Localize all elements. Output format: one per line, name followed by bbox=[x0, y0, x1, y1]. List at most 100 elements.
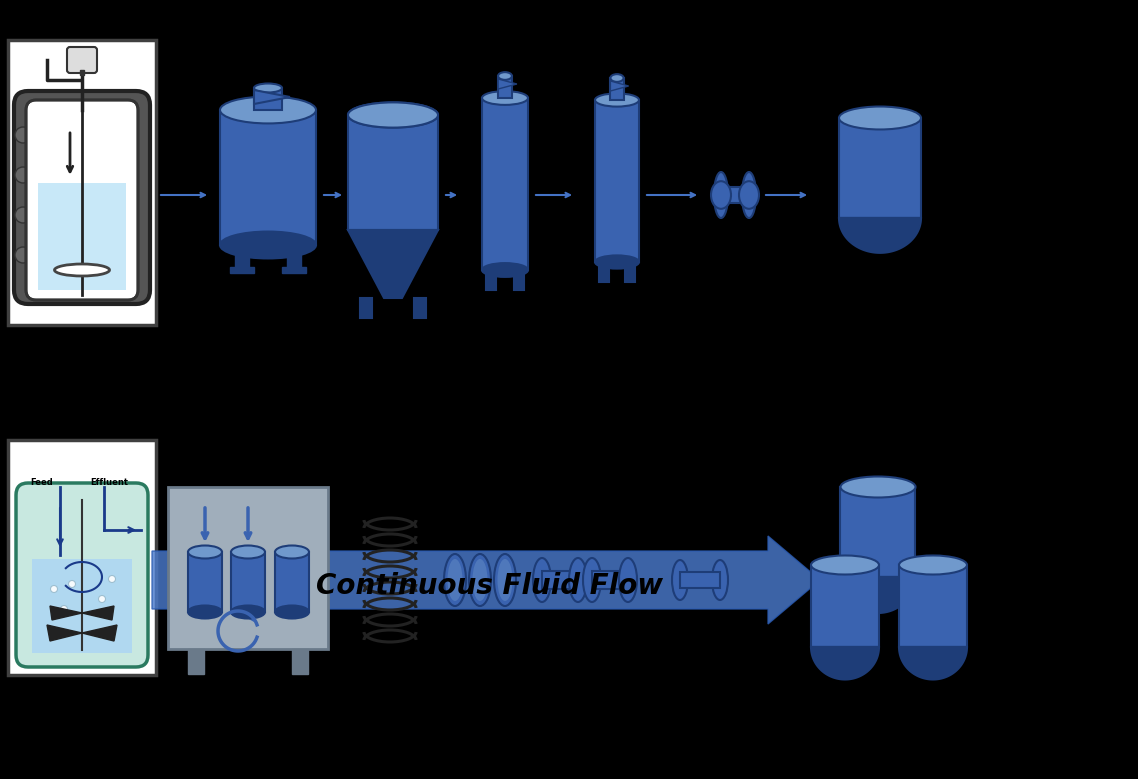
FancyBboxPatch shape bbox=[14, 91, 150, 304]
Ellipse shape bbox=[595, 93, 640, 107]
Ellipse shape bbox=[348, 102, 438, 128]
Bar bbox=[681, 572, 720, 588]
Polygon shape bbox=[839, 218, 921, 253]
Ellipse shape bbox=[610, 74, 624, 82]
Ellipse shape bbox=[498, 72, 512, 80]
Bar bbox=[8, 40, 156, 325]
Polygon shape bbox=[841, 577, 915, 613]
Bar bbox=[360, 298, 372, 318]
Ellipse shape bbox=[275, 605, 310, 619]
Ellipse shape bbox=[55, 264, 109, 276]
Polygon shape bbox=[82, 625, 117, 641]
Bar bbox=[721, 187, 749, 203]
Bar bbox=[841, 487, 915, 577]
Ellipse shape bbox=[811, 555, 879, 575]
Circle shape bbox=[99, 595, 106, 602]
Ellipse shape bbox=[254, 83, 282, 93]
Ellipse shape bbox=[711, 182, 731, 209]
Polygon shape bbox=[899, 647, 967, 679]
Bar bbox=[188, 552, 222, 612]
Bar bbox=[483, 98, 528, 270]
Ellipse shape bbox=[497, 559, 512, 601]
Ellipse shape bbox=[188, 605, 222, 619]
Bar bbox=[188, 649, 204, 674]
Bar bbox=[592, 571, 628, 589]
Ellipse shape bbox=[839, 107, 921, 129]
Ellipse shape bbox=[472, 559, 487, 601]
Ellipse shape bbox=[275, 545, 310, 559]
Circle shape bbox=[60, 605, 67, 612]
FancyBboxPatch shape bbox=[26, 100, 138, 300]
Circle shape bbox=[108, 576, 115, 583]
Polygon shape bbox=[498, 79, 517, 89]
Ellipse shape bbox=[447, 559, 462, 601]
Circle shape bbox=[68, 580, 75, 587]
Polygon shape bbox=[811, 647, 879, 679]
Bar bbox=[254, 88, 282, 110]
Text: Continuous Fluid Flow: Continuous Fluid Flow bbox=[316, 572, 663, 600]
Circle shape bbox=[15, 207, 31, 223]
Ellipse shape bbox=[220, 231, 316, 259]
Bar bbox=[542, 571, 578, 589]
Polygon shape bbox=[47, 625, 82, 641]
Ellipse shape bbox=[742, 172, 756, 218]
Ellipse shape bbox=[569, 558, 587, 602]
Ellipse shape bbox=[739, 182, 759, 209]
Bar bbox=[236, 245, 249, 267]
Bar bbox=[8, 440, 156, 675]
Polygon shape bbox=[254, 90, 290, 104]
Ellipse shape bbox=[899, 555, 967, 575]
Bar bbox=[513, 270, 523, 290]
Ellipse shape bbox=[348, 102, 438, 128]
FancyBboxPatch shape bbox=[67, 47, 97, 73]
Ellipse shape bbox=[483, 91, 528, 105]
Ellipse shape bbox=[494, 554, 516, 606]
Bar bbox=[292, 649, 308, 674]
Bar bbox=[498, 76, 512, 98]
Text: Feed: Feed bbox=[30, 478, 52, 487]
Bar bbox=[414, 298, 426, 318]
Bar bbox=[610, 78, 624, 100]
Bar bbox=[231, 552, 265, 612]
Ellipse shape bbox=[619, 558, 637, 602]
Bar bbox=[38, 183, 126, 290]
Ellipse shape bbox=[469, 554, 490, 606]
FancyArrow shape bbox=[152, 536, 820, 624]
Circle shape bbox=[15, 167, 31, 183]
Bar bbox=[80, 70, 84, 75]
Bar bbox=[282, 267, 306, 273]
Ellipse shape bbox=[673, 560, 688, 600]
Ellipse shape bbox=[714, 172, 728, 218]
Polygon shape bbox=[610, 81, 628, 91]
Ellipse shape bbox=[712, 560, 728, 600]
Ellipse shape bbox=[533, 558, 551, 602]
Ellipse shape bbox=[483, 263, 528, 277]
Polygon shape bbox=[50, 606, 82, 620]
Ellipse shape bbox=[231, 605, 265, 619]
Bar bbox=[486, 270, 496, 290]
Bar bbox=[168, 487, 328, 649]
Polygon shape bbox=[82, 606, 114, 620]
Bar bbox=[811, 565, 879, 647]
Bar bbox=[287, 245, 300, 267]
Bar bbox=[348, 115, 438, 230]
Bar bbox=[599, 262, 609, 282]
Bar bbox=[230, 267, 254, 273]
Ellipse shape bbox=[595, 256, 640, 269]
Ellipse shape bbox=[220, 97, 316, 123]
Bar bbox=[595, 100, 640, 262]
Bar bbox=[275, 552, 310, 612]
Bar bbox=[839, 118, 921, 218]
Ellipse shape bbox=[231, 545, 265, 559]
Ellipse shape bbox=[188, 545, 222, 559]
Circle shape bbox=[15, 247, 31, 263]
Polygon shape bbox=[348, 230, 438, 298]
Ellipse shape bbox=[444, 554, 465, 606]
Text: Effluent: Effluent bbox=[90, 478, 127, 487]
Bar bbox=[625, 262, 635, 282]
Bar bbox=[220, 110, 316, 245]
Ellipse shape bbox=[841, 477, 915, 498]
Bar bbox=[899, 565, 967, 647]
FancyBboxPatch shape bbox=[16, 483, 148, 667]
Circle shape bbox=[50, 586, 58, 593]
